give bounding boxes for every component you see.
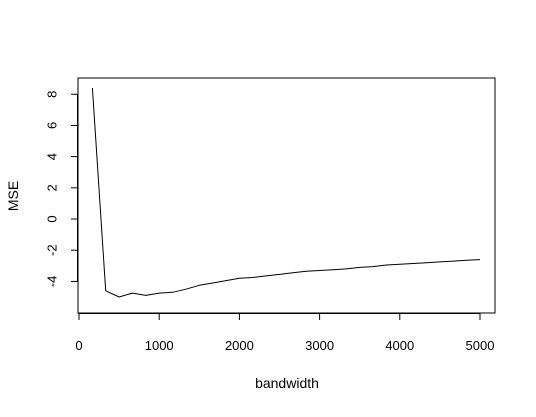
plot-box (77, 77, 496, 314)
x-tick-label: 1000 (145, 338, 174, 353)
x-tick-label: 3000 (305, 338, 334, 353)
y-tick-label: 2 (45, 184, 60, 191)
y-tick-label: 0 (45, 215, 60, 222)
y-axis: -4 -2 0 2 4 6 8 (45, 91, 78, 288)
y-tick-label: 6 (45, 122, 60, 129)
x-tick-label: 0 (75, 338, 82, 353)
x-tick-label: 4000 (385, 338, 414, 353)
y-tick-label: -4 (45, 276, 60, 288)
x-tick-label: 2000 (225, 338, 254, 353)
y-tick-label: 8 (45, 91, 60, 98)
series-line (91, 87, 481, 298)
y-tick-label: 4 (45, 153, 60, 160)
series-layer (91, 87, 481, 298)
x-tick-label: 5000 (466, 338, 495, 353)
y-axis-title: MSE (5, 181, 21, 211)
x-axis: 0 1000 2000 3000 4000 5000 (75, 313, 494, 353)
x-axis-title: bandwidth (255, 375, 319, 391)
y-tick-label: -2 (45, 244, 60, 256)
